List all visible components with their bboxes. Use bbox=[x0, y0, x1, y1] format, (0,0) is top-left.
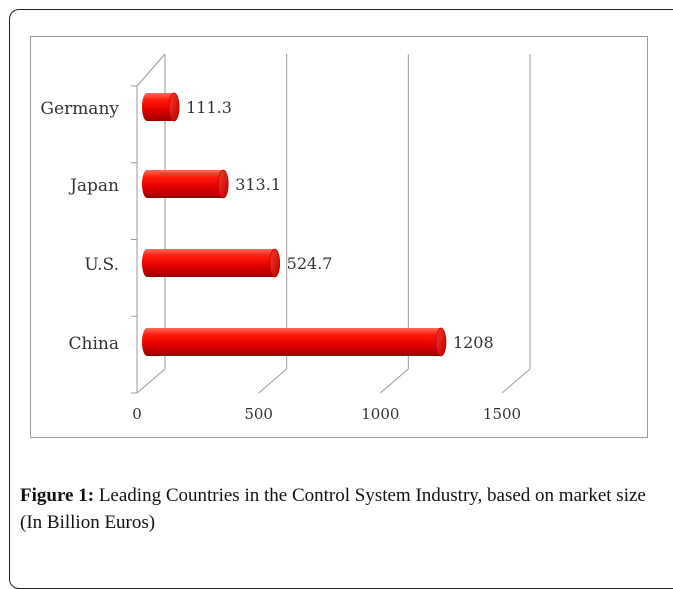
bar-china bbox=[142, 328, 446, 356]
x-tick-label: 500 bbox=[244, 405, 273, 423]
category-label: China bbox=[69, 334, 119, 354]
floor-line-1000 bbox=[380, 368, 409, 394]
data-label: 524.7 bbox=[287, 254, 333, 273]
bar-chart: 0 500 1000 1500 Germany 111.3 Japan 313.1 U.S. 52… bbox=[40, 53, 531, 423]
category-label: Germany bbox=[40, 99, 119, 119]
chart-container: 0 500 1000 1500 Germany 111.3 Japan 313.1 U.S. 52… bbox=[30, 36, 648, 438]
bar-cap bbox=[217, 169, 229, 199]
category-label: Japan bbox=[68, 176, 119, 196]
labels: 0 500 1000 1500 Germany 111.3 Japan 313.1 U.S. 52… bbox=[40, 98, 521, 423]
bar-us bbox=[142, 249, 280, 277]
x-tick-label: 0 bbox=[132, 405, 142, 423]
floor-line-1500 bbox=[501, 368, 531, 394]
caption-label: Figure 1: bbox=[20, 485, 95, 506]
floor-line-500 bbox=[258, 368, 287, 394]
caption-text: Leading Countries in the Control System … bbox=[20, 485, 646, 533]
data-label: 313.1 bbox=[235, 175, 281, 194]
data-label: 1208 bbox=[453, 333, 494, 352]
bar-cap bbox=[435, 327, 447, 357]
bar-cap bbox=[168, 92, 180, 122]
floor-line-0 bbox=[136, 368, 166, 394]
bars bbox=[142, 92, 447, 357]
x-tick-label: 1500 bbox=[483, 405, 521, 423]
bar-japan bbox=[142, 170, 229, 198]
x-tick-label: 1000 bbox=[361, 405, 399, 423]
gridlines bbox=[136, 54, 531, 394]
bar-cap bbox=[269, 248, 281, 278]
y-axis-top-edge bbox=[136, 53, 166, 87]
data-label: 111.3 bbox=[186, 98, 232, 117]
category-label: U.S. bbox=[84, 255, 119, 275]
figure-caption: Figure 1: Leading Countries in the Contr… bbox=[20, 482, 670, 536]
